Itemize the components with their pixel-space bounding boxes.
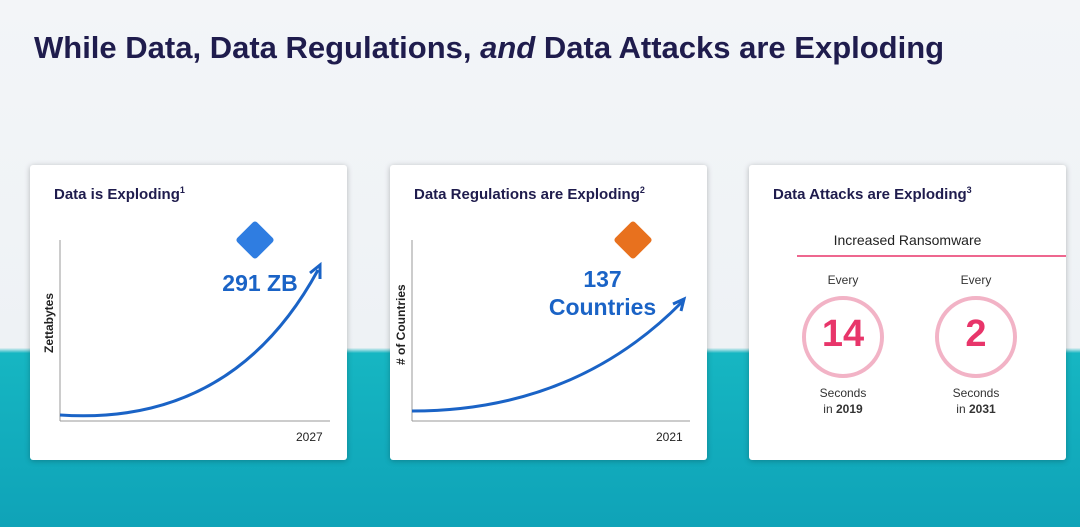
stat-ring xyxy=(802,296,884,378)
stat-year: 2019 xyxy=(835,402,863,416)
stat-caption: Seconds in 2019 xyxy=(793,385,893,417)
chart-graphic xyxy=(59,221,330,422)
stat-top: Every xyxy=(960,273,992,287)
title-text: and xyxy=(480,30,536,65)
growth-curve xyxy=(411,300,684,413)
card-title: Data Regulations are Exploding2 xyxy=(414,185,645,203)
stat-ring xyxy=(935,296,1017,378)
slide-title: While Data, Data Regulations, and Data A… xyxy=(34,30,944,66)
card-title-text: Data Attacks are Exploding xyxy=(773,186,967,203)
stat-caption: Seconds in 2031 xyxy=(926,385,1026,417)
callout-line: 137 xyxy=(583,266,622,292)
arrow-head xyxy=(672,296,687,312)
card-subtitle: Increased Ransomware xyxy=(833,232,982,248)
data-icon xyxy=(236,221,274,259)
stat-number: 2 xyxy=(965,313,987,355)
footnote: 2 xyxy=(639,185,645,195)
card: Data Attacks are Exploding3 Increased Ra… xyxy=(749,165,1066,460)
shield-icon xyxy=(614,221,652,259)
growth-curve xyxy=(59,269,320,418)
stat-prefix: in xyxy=(956,402,966,416)
title-text: Data Attacks are Exploding xyxy=(535,30,945,65)
stat-year: 2031 xyxy=(968,402,996,416)
y-axis-label: # of Countries xyxy=(394,284,408,365)
card-title-text: Data is Exploding xyxy=(54,186,180,203)
arrow-head xyxy=(309,261,322,279)
callout-line: Countries xyxy=(548,294,657,320)
card: Data Regulations are Exploding2 # of Cou… xyxy=(390,165,707,460)
stat-unit: Seconds xyxy=(819,386,867,400)
card-title-text: Data Regulations are Exploding xyxy=(414,186,640,203)
x-axis-label: 2027 xyxy=(296,430,323,444)
stat-prefix: in xyxy=(823,402,833,416)
card-title: Data is Exploding1 xyxy=(54,185,185,203)
footnote: 3 xyxy=(966,185,972,195)
card-title: Data Attacks are Exploding3 xyxy=(773,185,972,203)
stat-number: 14 xyxy=(821,313,865,355)
chart-graphic xyxy=(411,221,690,422)
y-axis-label: Zettabytes xyxy=(42,292,56,353)
card: Data is Exploding1 Zettabytes 2027 291 Z… xyxy=(30,165,347,460)
stat-top: Every xyxy=(827,273,859,287)
footnote: 1 xyxy=(179,185,185,195)
x-axis-label: 2021 xyxy=(656,430,683,444)
callout: 291 ZB xyxy=(222,270,298,296)
title-text: While Data, Data Regulations, xyxy=(34,30,481,65)
stat-unit: Seconds xyxy=(952,386,1000,400)
card-graphic xyxy=(797,255,1066,378)
callout: 137 Countries xyxy=(530,265,675,321)
